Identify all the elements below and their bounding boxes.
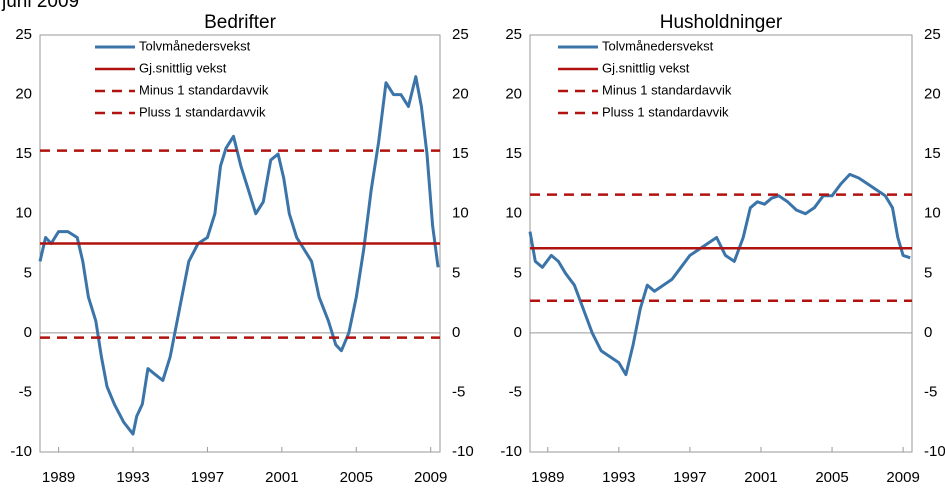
legend-label: Tolvmånedersvekst — [139, 38, 251, 53]
y-tick-label: 0 — [24, 324, 32, 341]
legend-label: Minus 1 standardavvik — [139, 82, 269, 97]
chart-title: Bedrifter — [204, 12, 276, 33]
y-tick-label: -5 — [509, 383, 522, 400]
y2-tick-label: 10 — [924, 205, 941, 222]
x-tick-label: 2001 — [265, 469, 298, 486]
y2-tick-label: -5 — [924, 383, 937, 400]
y-tick-label: 5 — [514, 264, 522, 281]
data-line — [38, 75, 440, 436]
x-tick-label: 2005 — [340, 469, 373, 486]
x-tick-label: 1993 — [116, 469, 149, 486]
y2-tick-label: 20 — [924, 86, 941, 103]
legend-label: Pluss 1 standardavvik — [139, 104, 266, 119]
y-tick-label: 10 — [505, 205, 522, 222]
x-tick-label: 1989 — [42, 469, 75, 486]
x-tick-label: 1989 — [531, 469, 564, 486]
legend-label: Minus 1 standardavvik — [602, 82, 732, 97]
y-tick-label: 25 — [15, 26, 32, 43]
y2-tick-label: 20 — [452, 86, 469, 103]
y-tick-label: -10 — [500, 443, 522, 460]
y-tick-label: 10 — [15, 205, 32, 222]
y-tick-label: 20 — [15, 86, 32, 103]
legend-label: Gj.snittlig vekst — [602, 60, 690, 75]
chart-title: Husholdninger — [660, 12, 783, 33]
y-tick-label: 0 — [514, 324, 522, 341]
x-tick-label: 1997 — [191, 469, 224, 486]
y2-tick-label: -5 — [452, 383, 465, 400]
y2-tick-label: 10 — [452, 205, 469, 222]
y2-tick-label: 0 — [452, 324, 460, 341]
y2-tick-label: 0 — [924, 324, 932, 341]
legend-label: Gj.snittlig vekst — [139, 60, 227, 75]
y-tick-label: 25 — [505, 26, 522, 43]
x-tick-label: 2009 — [414, 469, 447, 486]
legend-label: Tolvmånedersvekst — [602, 38, 714, 53]
y2-tick-label: 25 — [452, 26, 469, 43]
page-title: juni 2009 — [1, 0, 79, 12]
y2-tick-label: 5 — [924, 264, 932, 281]
y2-tick-label: 25 — [924, 26, 941, 43]
y2-tick-label: 5 — [452, 264, 460, 281]
x-tick-label: 1993 — [602, 469, 635, 486]
y-tick-label: 5 — [24, 264, 32, 281]
plot-frame — [529, 34, 913, 453]
y-tick-label: -5 — [19, 383, 32, 400]
y2-tick-label: -10 — [924, 443, 945, 460]
y-tick-label: 15 — [505, 145, 522, 162]
x-tick-label: 2009 — [886, 469, 919, 486]
y2-tick-label: 15 — [452, 145, 469, 162]
y2-tick-label: -10 — [452, 443, 474, 460]
y2-tick-label: 15 — [924, 145, 941, 162]
x-tick-label: 2001 — [744, 469, 777, 486]
y-tick-label: -10 — [10, 443, 32, 460]
x-tick-label: 1997 — [673, 469, 706, 486]
data-line — [528, 172, 911, 377]
legend-label: Pluss 1 standardavvik — [602, 104, 729, 119]
y-tick-label: 20 — [505, 86, 522, 103]
x-tick-label: 2005 — [815, 469, 848, 486]
y-tick-label: 15 — [15, 145, 32, 162]
